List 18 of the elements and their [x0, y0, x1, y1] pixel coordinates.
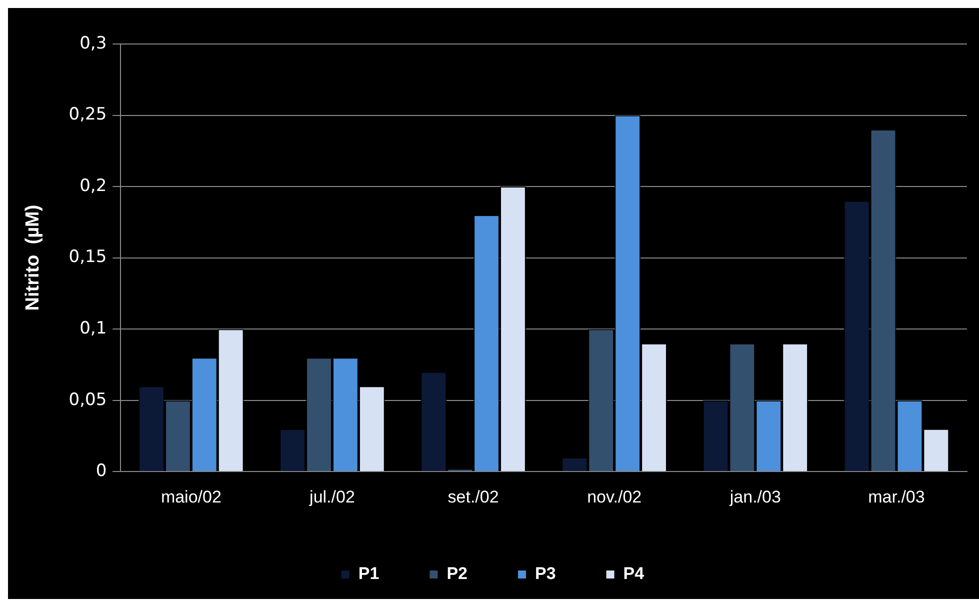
legend-label: P4: [623, 564, 645, 584]
y-tick-label: 0,05: [68, 390, 107, 410]
x-tick-label: maio/02: [160, 487, 222, 506]
y-tick-label: 0,15: [68, 247, 107, 268]
x-tick-label: jan./03: [728, 487, 781, 506]
legend-label: P3: [535, 564, 556, 584]
y-tick-label: 0: [96, 461, 107, 482]
x-tick-label: nov./02: [587, 487, 642, 506]
y-tick-label: 0,2: [80, 176, 107, 196]
x-tick-label: jul./02: [308, 487, 355, 506]
y-tick-label: 0,25: [68, 104, 107, 125]
legend-label: P1: [358, 564, 380, 584]
legend-label: P2: [446, 564, 468, 584]
x-tick-label: mar./03: [868, 487, 925, 506]
y-tick-label: 0,1: [80, 318, 107, 338]
x-tick-label: set./02: [448, 487, 499, 506]
y-tick-label: 0,3: [80, 33, 107, 54]
y-axis-title: Nitrito (µM): [22, 204, 44, 311]
